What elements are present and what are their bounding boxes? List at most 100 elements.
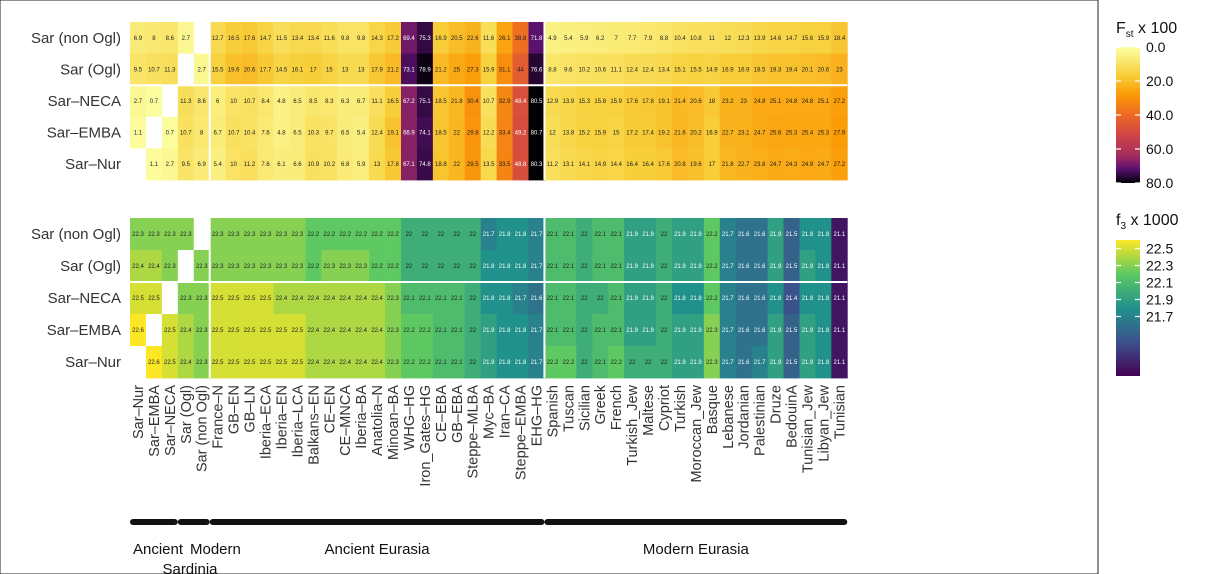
f3-cell — [544, 218, 561, 251]
fst-cell-value: 8 — [200, 131, 204, 137]
fst-cell-value: 15.1 — [674, 67, 686, 73]
f3-cell — [735, 218, 753, 251]
fst-cell-value: 73.1 — [403, 67, 415, 73]
f3-cell — [496, 314, 513, 347]
fst-cell — [671, 116, 689, 149]
fst-cell-value: 14.6 — [770, 36, 782, 42]
fst-cell-value: 15.5 — [212, 67, 224, 73]
fst-cell — [353, 148, 370, 181]
f3-cell — [512, 282, 529, 315]
fst-cell-value: 67.1 — [403, 162, 415, 168]
fst-cell-value: 14.3 — [371, 36, 383, 42]
fst-cell — [576, 53, 593, 86]
f3-cell — [257, 314, 274, 347]
f3-cell-value: 22.2 — [563, 360, 575, 366]
fst-cell-value: 2.7 — [166, 162, 175, 168]
f3-cell-value: 21.8 — [818, 360, 830, 366]
column-label: GB–EBA — [450, 385, 466, 443]
f3-cell-value: 21.5 — [786, 264, 798, 270]
f3-cell-value: 21.9 — [770, 328, 782, 334]
column-label: Steppe–MLBA — [466, 385, 482, 479]
f3-cell — [289, 314, 306, 347]
f3-row-label: Sar (non Ogl) — [31, 226, 121, 243]
fst-cell-value: 15.9 — [818, 36, 830, 42]
f3-cell-value: 22.3 — [260, 264, 272, 270]
f3-cell — [464, 250, 482, 283]
fst-legend-title: Fst x 100 — [1116, 20, 1177, 40]
fst-cell — [289, 116, 306, 149]
fst-cell — [512, 53, 529, 86]
f3-cell-value: 21.9 — [642, 296, 654, 302]
f3-cell-value: 22.1 — [403, 296, 415, 302]
fst-cell — [432, 148, 450, 181]
f3-cell-value: 22.3 — [196, 264, 208, 270]
fst-cell — [321, 116, 338, 149]
f3-cell-value: 21.1 — [833, 360, 845, 366]
column-label: Sar–EMBA — [147, 385, 163, 457]
f3-cell-value: 22.2 — [371, 264, 383, 270]
fst-cell — [130, 85, 147, 118]
f3-cell-value: 21.9 — [674, 360, 686, 366]
fst-cell-value: 17.9 — [371, 67, 383, 73]
group-label: Ancient — [133, 541, 184, 558]
fst-cell-value: 23 — [740, 99, 747, 105]
fst-cell-value: 16.4 — [642, 162, 654, 168]
f3-cell-value: 22.3 — [260, 232, 272, 238]
fst-cell-value: 44 — [517, 67, 524, 73]
f3-cell — [528, 282, 545, 315]
fst-cell — [687, 85, 705, 118]
f3-cell-value: 21.9 — [770, 232, 782, 238]
fst-cell — [767, 116, 784, 149]
f3-cell — [305, 314, 322, 347]
f3-cell-value: 22.4 — [371, 296, 383, 302]
fst-cell-value: 12.4 — [371, 131, 383, 137]
fst-cell — [624, 22, 641, 54]
fst-cell-value: 22 — [453, 131, 460, 137]
column-label: Sicilian — [577, 385, 593, 431]
fst-cell — [305, 85, 322, 118]
f3-cell-value: 22.2 — [706, 232, 718, 238]
fst-cell-value: 5.9 — [357, 162, 366, 168]
fst-cell-value: 14.4 — [610, 162, 622, 168]
fst-cell-empty — [145, 116, 163, 149]
f3-cell — [289, 250, 306, 283]
f3-cell — [608, 218, 625, 251]
f3-cell-value: 22.1 — [594, 360, 606, 366]
f3-cell — [193, 314, 211, 347]
fst-cell-value: 7 — [614, 36, 618, 42]
fst-cell-value: 11.3 — [164, 67, 176, 73]
f3-cell — [624, 218, 641, 251]
f3-cell — [480, 250, 498, 283]
fst-cell-value: 10.2 — [323, 162, 335, 168]
fst-cell — [289, 53, 306, 86]
f3-cell — [671, 250, 689, 283]
fst-cell — [815, 148, 832, 181]
f3-cell-value: 21.8 — [770, 296, 782, 302]
fst-cell — [353, 53, 370, 86]
fst-cell — [464, 148, 482, 181]
f3-legend-tick-label: 21.9 — [1146, 292, 1173, 308]
fst-cell — [656, 53, 673, 86]
fst-cell — [656, 22, 673, 54]
fst-cell — [385, 116, 402, 149]
fst-cell-value: 9.8 — [357, 36, 366, 42]
f3-cell — [687, 314, 705, 347]
fst-cell-value: 8.6 — [166, 36, 175, 42]
column-label: Turkish — [673, 385, 689, 432]
column-label: Sar (non Ogl) — [195, 385, 211, 472]
f3-cell-value: 22 — [581, 328, 588, 334]
fst-cell-value: 75.1 — [419, 99, 431, 105]
fst-cell-value: 4.8 — [277, 131, 286, 137]
f3-cell — [225, 218, 242, 251]
fst-cell — [703, 116, 721, 149]
fst-cell-value: 13.4 — [658, 67, 670, 73]
fst-cell-value: 71.8 — [531, 36, 543, 42]
fst-cell-value: 19.6 — [690, 162, 702, 168]
f3-cell-value: 22 — [469, 264, 476, 270]
fst-cell — [257, 22, 274, 54]
column-label: Iron_Gates–HG — [418, 385, 434, 487]
f3-cell-value: 22.4 — [307, 328, 319, 334]
fst-cell-value: 20.6 — [244, 67, 256, 73]
f3-cell-value: 22.5 — [212, 360, 224, 366]
f3-cell-value: 22.4 — [355, 296, 367, 302]
